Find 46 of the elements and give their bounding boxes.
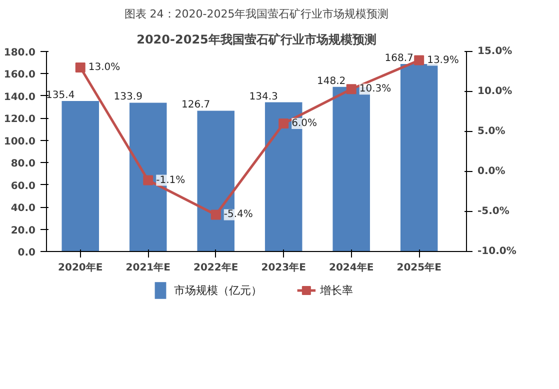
data-label: 126.7 xyxy=(182,100,210,111)
y-tick-label: 120.0 xyxy=(4,114,36,126)
x-tick-label: 2022年E xyxy=(194,262,238,274)
x-tick-label: 2021年E xyxy=(126,262,171,274)
data-label: 148.2 xyxy=(317,76,346,87)
y2-tick-label: -10.0% xyxy=(478,246,516,257)
point xyxy=(278,118,289,128)
y-tick-label: 60.0 xyxy=(10,180,36,192)
x-tick-label: 2020年E xyxy=(58,262,103,274)
y-tick-label: 140.0 xyxy=(4,92,36,103)
data-label: 13.0% xyxy=(88,62,120,73)
data-label: -5.4% xyxy=(224,209,253,220)
y-tick-label: 40.0 xyxy=(10,203,36,214)
y2-tick-label: 5.0% xyxy=(478,126,506,137)
y2-tick-label: 15.0% xyxy=(478,46,512,57)
y-tick-label: 100.0 xyxy=(4,136,36,148)
point xyxy=(210,210,221,220)
y2-tick-label: -5.0% xyxy=(478,206,510,217)
point xyxy=(143,175,154,186)
data-label: -1.1% xyxy=(156,174,186,186)
x-tick-label: 2023年E xyxy=(261,262,306,274)
point xyxy=(75,62,86,72)
data-label: 6.0% xyxy=(292,118,318,129)
y-tick-label: 0.0 xyxy=(18,248,36,258)
y-tick-label: 80.0 xyxy=(10,158,36,170)
bar xyxy=(400,64,438,252)
y-tick-label: 180.0 xyxy=(4,48,36,58)
point xyxy=(346,84,356,94)
chart-title: 图表 24：2020-2025年我国萤石矿行业市场规模预测 xyxy=(124,8,389,20)
x-tick-label: 2024年E xyxy=(329,262,374,274)
legend-label: 增长率 xyxy=(319,284,354,297)
point xyxy=(414,55,424,66)
data-label: 10.3% xyxy=(359,84,392,95)
y-tick-label: 160.0 xyxy=(4,70,36,81)
data-label: 135.4 xyxy=(46,90,75,102)
data-label: 133.9 xyxy=(114,92,142,103)
y-tick-label: 20.0 xyxy=(10,225,36,236)
legend-label: 市场规模（亿元） xyxy=(174,284,262,297)
data-label: 13.9% xyxy=(427,54,459,66)
data-label: 168.7 xyxy=(384,53,414,64)
bar xyxy=(62,101,99,252)
y2-tick-label: 0.0% xyxy=(478,166,506,177)
data-label: 134.3 xyxy=(249,91,278,102)
chart-subtitle: 2020-2025年我国萤石矿行业市场规模预测 xyxy=(136,32,376,46)
y2-tick-label: 10.0% xyxy=(478,86,512,97)
x-tick-label: 2025年E xyxy=(396,262,442,274)
